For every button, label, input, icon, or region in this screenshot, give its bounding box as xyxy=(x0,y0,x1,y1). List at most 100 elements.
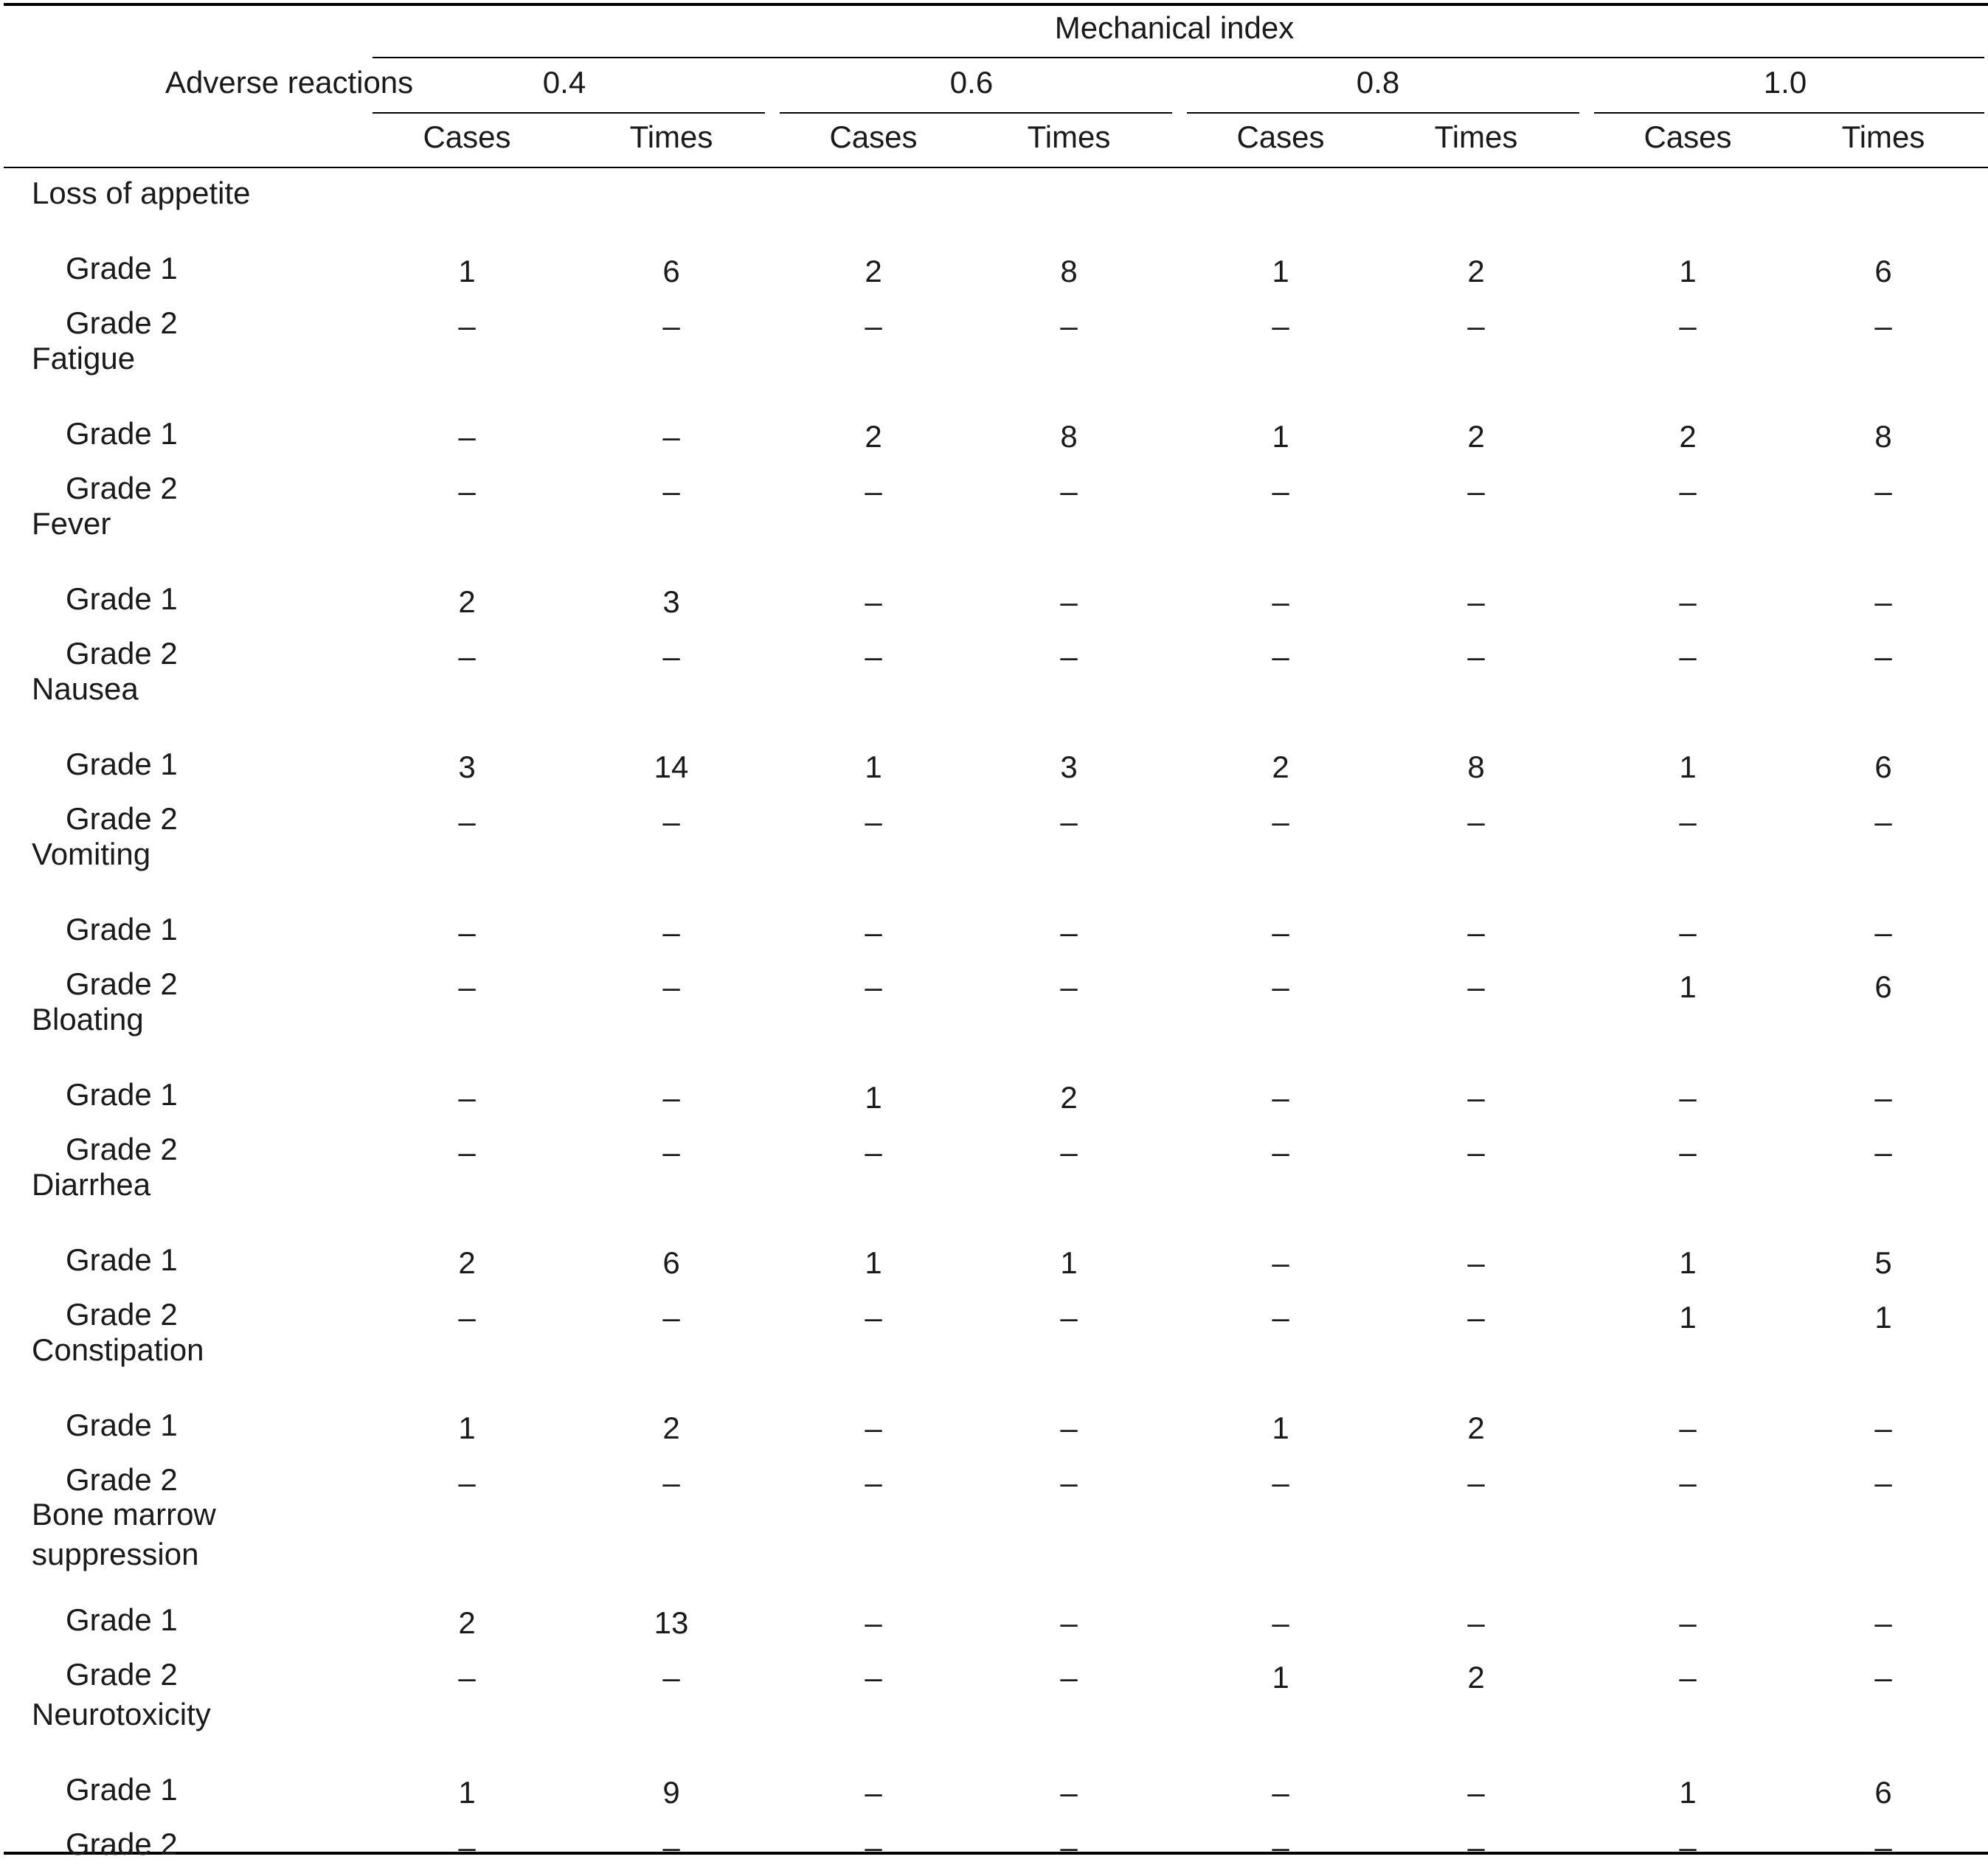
table-cell: – xyxy=(1679,1660,1697,1695)
table-cell: – xyxy=(865,915,882,949)
grade-label: Grade 1 xyxy=(66,1242,178,1277)
table-cell: – xyxy=(1467,1465,1485,1500)
table-cell: – xyxy=(865,474,882,508)
table-cell: – xyxy=(458,915,476,949)
table-cell: – xyxy=(1874,1465,1892,1500)
sub-column-header: Times xyxy=(1027,120,1111,154)
table-cell: – xyxy=(1060,915,1078,949)
table-cell: 1 xyxy=(1679,1245,1697,1280)
table-cell: – xyxy=(1679,474,1697,508)
table-cell: – xyxy=(1679,915,1697,949)
grade-label: Grade 1 xyxy=(66,581,178,616)
table-cell: – xyxy=(1272,1300,1289,1335)
table-cell: 6 xyxy=(662,1245,680,1280)
table-cell: – xyxy=(1467,1775,1485,1810)
table-cell: – xyxy=(662,804,680,839)
table-cell: – xyxy=(662,639,680,674)
category-label: Bloating xyxy=(32,1002,144,1037)
table-cell: – xyxy=(1874,474,1892,508)
table-cell: – xyxy=(1874,1830,1892,1864)
table-cell: – xyxy=(1272,1605,1289,1640)
table-cell: 2 xyxy=(1467,254,1485,288)
table-cell: – xyxy=(662,1080,680,1115)
grade-label: Grade 1 xyxy=(66,251,178,286)
table-cell: 5 xyxy=(1874,1245,1892,1280)
mechanical-index-header: 0.4 xyxy=(542,65,586,100)
table-cell: – xyxy=(1272,1245,1289,1280)
mechanical-index-header: 1.0 xyxy=(1763,65,1807,100)
table-cell: 1 xyxy=(1679,1300,1697,1335)
top-rule xyxy=(4,3,1988,6)
table-cell: – xyxy=(1467,308,1485,343)
grade-label: Grade 2 xyxy=(66,966,178,1001)
table-cell: – xyxy=(1874,308,1892,343)
table-cell: 2 xyxy=(1467,1660,1485,1695)
index-group-rule xyxy=(1594,112,1984,114)
table-cell: – xyxy=(1467,639,1485,674)
table-cell: – xyxy=(458,1830,476,1864)
table-cell: 6 xyxy=(662,254,680,288)
table-cell: – xyxy=(865,969,882,1004)
table-cell: 2 xyxy=(865,419,882,454)
table-cell: – xyxy=(1679,584,1697,619)
grade-label: Grade 2 xyxy=(66,1657,178,1692)
category-label: Diarrhea xyxy=(32,1167,151,1202)
table-cell: 6 xyxy=(1874,1775,1892,1810)
table-cell: – xyxy=(865,1411,882,1445)
grade-label: Grade 2 xyxy=(66,1827,178,1861)
grade-label: Grade 2 xyxy=(66,1297,178,1332)
table-cell: 2 xyxy=(458,584,476,619)
table-cell: – xyxy=(1467,1605,1485,1640)
table-cell: – xyxy=(1874,1660,1892,1695)
table-cell: 8 xyxy=(1874,419,1892,454)
table-cell: – xyxy=(1679,1605,1697,1640)
table-cell: – xyxy=(458,1080,476,1115)
table-cell: – xyxy=(865,584,882,619)
grade-label: Grade 1 xyxy=(66,1772,178,1807)
table-cell: 3 xyxy=(662,584,680,619)
sub-column-header: Cases xyxy=(1236,120,1325,154)
table-cell: – xyxy=(1272,639,1289,674)
table-cell: 6 xyxy=(1874,969,1892,1004)
table-cell: – xyxy=(662,1660,680,1695)
table-cell: 2 xyxy=(1679,419,1697,454)
table-cell: – xyxy=(1060,1660,1078,1695)
table-cell: 2 xyxy=(1467,1411,1485,1445)
table-cell: – xyxy=(1874,804,1892,839)
table-cell: – xyxy=(1060,1300,1078,1335)
table-cell: – xyxy=(1679,1411,1697,1445)
group-header-label: Mechanical index xyxy=(1054,10,1295,45)
category-label: Fever xyxy=(32,506,111,541)
table-cell: – xyxy=(865,1135,882,1169)
table-cell: – xyxy=(458,1660,476,1695)
table-cell: – xyxy=(458,1135,476,1169)
table-cell: – xyxy=(1060,1135,1078,1169)
table-cell: 1 xyxy=(1272,1411,1289,1445)
table-cell: – xyxy=(1874,639,1892,674)
table-cell: – xyxy=(1272,584,1289,619)
category-label: Fatigue xyxy=(32,341,136,376)
table-cell: – xyxy=(1060,1830,1078,1864)
grade-label: Grade 2 xyxy=(66,471,178,505)
table-cell: – xyxy=(1679,1080,1697,1115)
table-cell: – xyxy=(1467,584,1485,619)
grade-label: Grade 1 xyxy=(66,912,178,947)
table-cell: 1 xyxy=(1272,254,1289,288)
table-cell: – xyxy=(662,915,680,949)
index-group-rule xyxy=(1187,112,1579,114)
table-cell: 1 xyxy=(1679,1775,1697,1810)
table-cell: 1 xyxy=(1874,1300,1892,1335)
table-cell: 6 xyxy=(1874,254,1892,288)
table-cell: – xyxy=(1272,804,1289,839)
table-cell: 1 xyxy=(1679,969,1697,1004)
table-cell: 13 xyxy=(654,1605,689,1640)
table-cell: – xyxy=(865,1465,882,1500)
sub-column-header: Times xyxy=(1841,120,1925,154)
table-cell: – xyxy=(865,639,882,674)
table-cell: – xyxy=(1060,308,1078,343)
category-label: Nausea xyxy=(32,671,139,706)
grade-label: Grade 1 xyxy=(66,1408,178,1442)
table-cell: – xyxy=(865,1775,882,1810)
table-cell: – xyxy=(1874,1605,1892,1640)
table-cell: 1 xyxy=(1272,419,1289,454)
